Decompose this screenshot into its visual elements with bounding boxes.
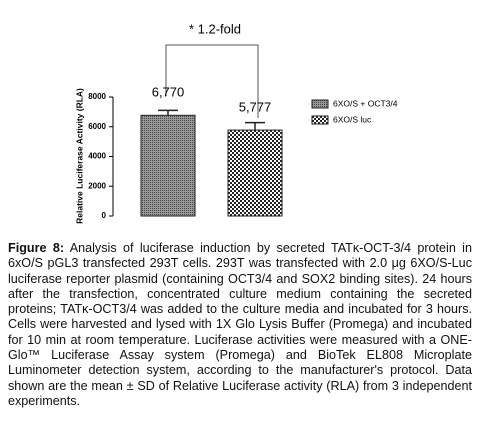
bar (140, 114, 196, 217)
chart: * 1.2-fold Relative Luciferase Activity … (74, 21, 398, 224)
y-tick-label: 6000 (88, 122, 106, 131)
legend-swatch (311, 99, 329, 109)
bracket (165, 44, 259, 118)
caption-text: Analysis of luciferase induction by secr… (8, 241, 472, 408)
legend-label: 6XO/S luc (333, 114, 372, 124)
annotation: * 1.2-fold (189, 21, 241, 36)
y-tick-label: 8000 (88, 92, 106, 101)
caption: Figure 8: Analysis of luciferase inducti… (8, 241, 472, 409)
y-tick-label: 2000 (88, 181, 106, 190)
y-tick-label: 4000 (88, 152, 106, 161)
bar (227, 129, 283, 217)
value-label: 5,777 (239, 100, 272, 115)
error-bar (245, 121, 265, 131)
legend-label: 6XO/S + OCT3/4 (333, 98, 398, 108)
legend-swatch (311, 115, 329, 125)
error-bar (158, 109, 178, 116)
caption-label: Figure 8: (8, 241, 65, 255)
value-label: 6,770 (152, 85, 185, 100)
y-axis-label: Relative Luciferase Activity (RLA) (74, 88, 84, 224)
y-tick-label: 0 (102, 211, 107, 220)
